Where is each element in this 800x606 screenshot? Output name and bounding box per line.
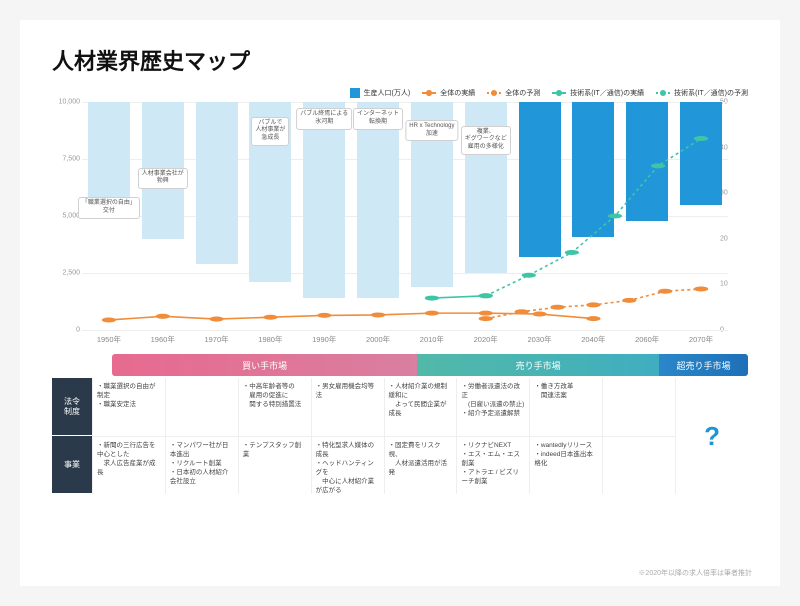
bar-annotation: 人材事業会社が勃興 <box>138 168 188 190</box>
y-tick-left: 0 <box>52 327 80 334</box>
legend-label: 生産人口(万人) <box>364 88 411 98</box>
legend-item: .lg-line::after{background:var(--c)} 技術系(… <box>552 88 644 98</box>
timeline-row-headers: 法令制度事業 <box>52 378 92 494</box>
timeline-cell-biz: ・マンパワー社が日本進出・リクルート創業・日本初の人材紹介会社設立 <box>165 436 238 494</box>
timeline-table: 法令制度事業 ・職業選択の自由が制定・職業安定法 ・中高年齢者等の 雇用の促進に … <box>52 378 748 494</box>
timeline-row-header: 事業 <box>52 436 92 494</box>
chart: 生産人口(万人) .lg-line::after{background:var(-… <box>52 88 748 348</box>
timeline-cell-biz: ・wantedlyリリース・indeed日本進出本格化 <box>529 436 602 494</box>
legend-label: 技術系(IT／通信)の予測 <box>674 88 748 98</box>
legend-swatch <box>350 88 360 98</box>
x-label: 2060年 <box>620 334 674 348</box>
bar-slot <box>674 102 728 330</box>
x-label: 1960年 <box>136 334 190 348</box>
timeline-cell-biz: ・固定費をリスク視、 人材派遣活用が活発 <box>384 436 457 494</box>
legend-item: 技術系(IT／通信)の予測 <box>656 88 748 98</box>
era-segment: 買い手市場 <box>112 354 417 376</box>
bar-slot: 複業、ギグワークなど雇用の多様化 <box>459 102 513 330</box>
plot-area: 「職業選択の自由」交付人材事業会社が勃興 バブルで人材事業が急成長バブル終焉による… <box>82 102 728 330</box>
y-tick-left: 5,000 <box>52 213 80 220</box>
bar-slot: HR x Technology加速 <box>405 102 459 330</box>
x-label: 1990年 <box>297 334 351 348</box>
bar-slot: バブルで人材事業が急成長 <box>243 102 297 330</box>
timeline-cell-law: ・男女雇用機会均等法 <box>311 378 384 436</box>
timeline-cell-biz: ・新聞の三行広告を中心とした 求人広告産業が成長 <box>92 436 165 494</box>
y-tick-left: 10,000 <box>52 99 80 106</box>
bar-annotation: インターネット転換期 <box>353 108 403 130</box>
bar <box>357 102 399 298</box>
x-label: 2020年 <box>459 334 513 348</box>
bar-slot <box>190 102 244 330</box>
bar <box>680 102 722 205</box>
x-label: 2040年 <box>566 334 620 348</box>
y-tick-left: 7,500 <box>52 156 80 163</box>
page-title: 人材業界歴史マップ <box>52 44 748 76</box>
bar <box>519 102 561 257</box>
legend-swatch: .lg-line::after{background:var(--c)} <box>422 92 436 94</box>
timeline-cell-law: ・職業選択の自由が制定・職業安定法 <box>92 378 165 436</box>
legend-item: 全体の予測 <box>487 88 540 98</box>
bar-slot: インターネット転換期 <box>351 102 405 330</box>
bar-slot: バブル終焉による氷河期 <box>297 102 351 330</box>
bars: 「職業選択の自由」交付人材事業会社が勃興 バブルで人材事業が急成長バブル終焉による… <box>82 102 728 330</box>
x-label: 1950年 <box>82 334 136 348</box>
timeline-body: ・職業選択の自由が制定・職業安定法 ・中高年齢者等の 雇用の促進に 関する特別措置… <box>92 378 748 494</box>
timeline-row-header: 法令制度 <box>52 378 92 436</box>
legend-item: 生産人口(万人) <box>350 88 411 98</box>
legend-item: .lg-line::after{background:var(--c)} 全体の実… <box>422 88 475 98</box>
bar <box>626 102 668 221</box>
timeline-cell-biz: ・テンプスタッフ創業 <box>238 436 311 494</box>
legend-label: 全体の予測 <box>505 88 540 98</box>
timeline-cell-biz: ・特化型求人媒体の成長・ヘッドハンティングを 中心に人材紹介業が広がる <box>311 436 384 494</box>
bar-annotation: バブル終焉による氷河期 <box>296 108 352 130</box>
era-band: 買い手市場売り手市場超売り手市場 <box>112 354 748 376</box>
bar-annotation: バブルで人材事業が急成長 <box>251 117 289 146</box>
bar <box>572 102 614 237</box>
x-label: 1980年 <box>243 334 297 348</box>
timeline-cell-law <box>165 378 238 436</box>
x-label: 2070年 <box>674 334 728 348</box>
bar-slot <box>513 102 567 330</box>
bar-annotation: 「職業選択の自由」交付 <box>78 197 140 219</box>
bar <box>303 102 345 298</box>
bar <box>196 102 238 264</box>
bar <box>88 102 130 209</box>
x-axis: 1950年1960年1970年1980年1990年2000年2010年2020年… <box>82 334 728 348</box>
timeline-cell-biz <box>602 436 675 494</box>
page: 人材業界歴史マップ 生産人口(万人) .lg-line::after{backgr… <box>20 20 780 586</box>
y-axis-left: 02,5005,0007,50010,000 <box>52 102 80 330</box>
bar-slot: 人材事業会社が勃興 <box>136 102 190 330</box>
x-label: 2000年 <box>351 334 405 348</box>
timeline-cell-law: ・労働者派遣法の改正 (日雇い派遣の禁止)・紹介予定派遣解禁 <box>456 378 529 436</box>
x-label: 1970年 <box>190 334 244 348</box>
bar-slot <box>566 102 620 330</box>
x-label: 2010年 <box>405 334 459 348</box>
timeline-question-mark: ? <box>675 378 748 494</box>
footnote: ※2020年以降の求人倍率は筆者推計 <box>638 568 752 578</box>
bar-annotation: HR x Technology加速 <box>405 120 458 142</box>
bar-slot <box>620 102 674 330</box>
gridline <box>82 330 728 331</box>
chart-legend: 生産人口(万人) .lg-line::after{background:var(-… <box>350 88 748 98</box>
timeline-cell-law: ・人材紹介業の規制緩和に よって民間企業が成長 <box>384 378 457 436</box>
timeline-cell-law: ・働き方改革 関連法案 <box>529 378 602 436</box>
y-tick-left: 2,500 <box>52 270 80 277</box>
x-label: 2030年 <box>513 334 567 348</box>
legend-label: 技術系(IT／通信)の実績 <box>570 88 644 98</box>
era-segment: 売り手市場 <box>417 354 659 376</box>
legend-swatch <box>656 92 670 94</box>
bar-annotation: 複業、ギグワークなど雇用の多様化 <box>461 126 511 155</box>
legend-label: 全体の実績 <box>440 88 475 98</box>
bar-slot: 「職業選択の自由」交付 <box>82 102 136 330</box>
legend-swatch: .lg-line::after{background:var(--c)} <box>552 92 566 94</box>
era-segment: 超売り手市場 <box>659 354 748 376</box>
legend-swatch <box>487 92 501 94</box>
timeline-cell-law <box>602 378 675 436</box>
timeline-cell-law: ・中高年齢者等の 雇用の促進に 関する特別措置法 <box>238 378 311 436</box>
timeline-cell-biz: ・リクナビNEXT・エス・エム・エス創業・アトラエ / ビズリーチ創業 <box>456 436 529 494</box>
